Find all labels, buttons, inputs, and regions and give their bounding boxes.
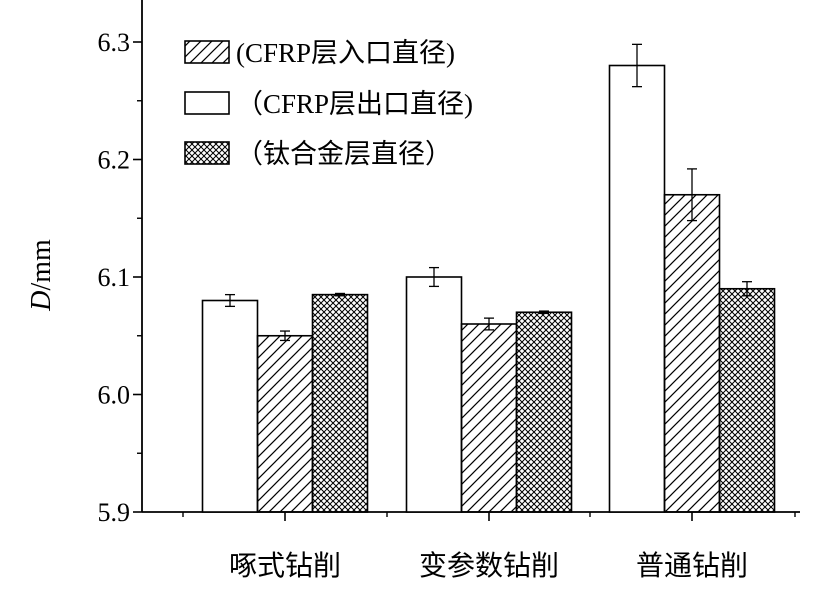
bar-crosshatch-2 bbox=[718, 287, 776, 513]
bar-hatch-2 bbox=[663, 193, 721, 513]
y-axis-title: D/mm bbox=[26, 239, 57, 312]
bar-empty-0 bbox=[201, 299, 259, 513]
category-label: 变参数钻削 bbox=[419, 550, 559, 582]
bars bbox=[201, 64, 776, 513]
legend: (CFRP层入口直径) （CFRP层出口直径) （钛合金层直径） bbox=[184, 38, 473, 169]
y-axis-title-unit: /mm bbox=[26, 239, 57, 291]
bar-crosshatch-1 bbox=[515, 311, 573, 513]
legend-label: (CFRP层入口直径) bbox=[236, 38, 455, 68]
error-bars bbox=[225, 43, 752, 342]
bar-empty-1 bbox=[405, 276, 463, 513]
y-tick-label: 6.3 bbox=[98, 28, 131, 57]
legend-swatch-empty bbox=[184, 91, 230, 115]
legend-label: （CFRP层出口直径) bbox=[236, 89, 473, 119]
bar-crosshatch-0 bbox=[311, 293, 369, 513]
bar-hatch-0 bbox=[256, 334, 314, 513]
category-label: 啄式钻削 bbox=[229, 550, 341, 582]
legend-swatch-crosshatch bbox=[184, 141, 230, 165]
y-tick-label: 6.0 bbox=[98, 381, 131, 410]
bar-hatch-1 bbox=[460, 323, 518, 513]
legend-label: （钛合金层直径） bbox=[236, 139, 452, 169]
bar-empty-2 bbox=[608, 64, 666, 513]
tick-labels: 5.9 6.0 6.1 6.2 6.3 啄式钻削 变参数钻削 普通钻削 bbox=[98, 28, 749, 582]
y-tick-label: 5.9 bbox=[98, 498, 131, 527]
y-tick-label: 6.2 bbox=[98, 146, 131, 175]
y-tick-label: 6.1 bbox=[98, 263, 131, 292]
y-axis-title-symbol: D bbox=[26, 291, 57, 312]
category-label: 普通钻削 bbox=[636, 550, 748, 582]
legend-swatch-hatch bbox=[184, 40, 230, 64]
